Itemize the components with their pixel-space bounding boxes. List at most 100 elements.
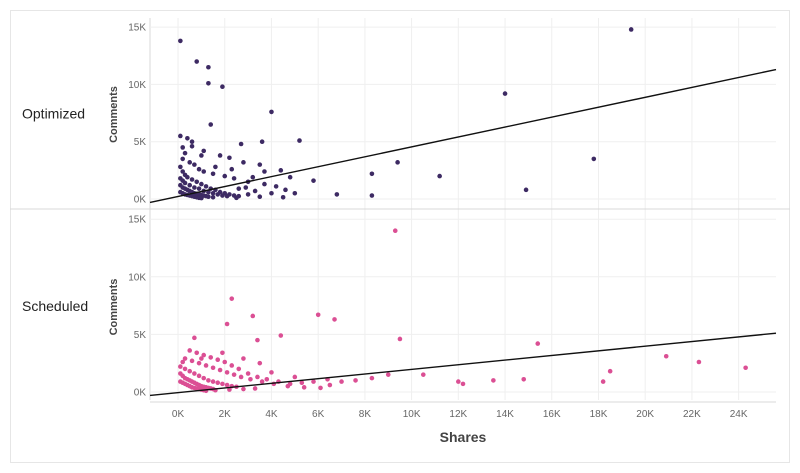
data-point: [196, 373, 202, 379]
data-point: [199, 181, 204, 187]
data-point: [210, 194, 216, 200]
data-point: [189, 358, 195, 364]
data-point: [278, 168, 284, 173]
data-point: [491, 378, 496, 383]
data-point: [607, 368, 613, 374]
data-point: [283, 187, 288, 193]
data-point: [262, 181, 267, 187]
data-point: [234, 195, 239, 201]
data-point: [311, 379, 316, 384]
data-point: [199, 153, 204, 158]
data-point: [262, 169, 267, 174]
y-tick-label: 0K: [134, 387, 147, 398]
data-point: [187, 160, 193, 165]
data-point: [192, 162, 197, 167]
data-point: [269, 109, 274, 115]
data-point: [187, 348, 193, 353]
x-tick-label: 16K: [543, 409, 561, 420]
data-point: [250, 313, 256, 319]
data-point: [178, 164, 183, 170]
trend-line: [149, 332, 777, 397]
data-point: [210, 171, 216, 177]
data-point: [187, 182, 193, 188]
data-point: [369, 193, 375, 198]
data-point: [369, 171, 375, 177]
data-point: [369, 375, 375, 381]
data-point: [280, 194, 286, 200]
data-point: [397, 336, 403, 342]
data-point: [264, 376, 270, 382]
data-point: [245, 371, 251, 376]
y-axis-title: Comments: [108, 279, 120, 336]
data-point: [252, 386, 258, 391]
data-point: [334, 192, 340, 197]
data-point: [210, 190, 216, 196]
y-tick-label: 10K: [128, 80, 146, 91]
data-point: [215, 357, 221, 362]
x-tick-label: 4K: [265, 409, 278, 420]
data-point: [663, 353, 669, 359]
data-point: [385, 372, 391, 377]
data-point: [229, 296, 235, 301]
data-point: [273, 184, 279, 189]
data-point: [220, 84, 225, 90]
x-axis-title: Shares: [440, 429, 487, 445]
x-tick-label: 8K: [359, 409, 372, 420]
data-point: [395, 160, 400, 165]
data-point: [182, 150, 188, 156]
data-point: [194, 179, 200, 185]
data-point: [199, 356, 204, 361]
data-point: [185, 135, 190, 141]
data-point: [194, 350, 200, 356]
x-tick-label: 14K: [496, 409, 514, 420]
data-point: [287, 174, 293, 180]
data-point: [227, 155, 232, 161]
data-point: [210, 379, 216, 384]
data-point: [217, 153, 223, 158]
data-point: [201, 148, 207, 154]
data-point: [696, 359, 702, 365]
y-tick-label: 15K: [128, 215, 146, 226]
trend-line: [149, 68, 777, 204]
data-point: [238, 374, 244, 380]
data-point: [315, 312, 321, 318]
data-point: [535, 341, 541, 346]
data-point: [222, 359, 228, 365]
data-point: [229, 166, 235, 172]
data-point: [392, 228, 398, 234]
y-tick-label: 10K: [128, 272, 146, 283]
data-point: [318, 385, 323, 391]
data-point: [224, 370, 230, 375]
data-point: [220, 193, 225, 198]
data-point: [213, 164, 218, 170]
data-point: [236, 186, 242, 191]
data-point: [591, 156, 597, 162]
data-point: [217, 367, 223, 373]
data-point: [189, 139, 195, 145]
y-axis-title: Comments: [108, 86, 120, 143]
data-point: [182, 180, 188, 186]
y-tick-label: 0K: [134, 194, 147, 205]
data-point: [192, 371, 197, 376]
row-label-scheduled: Scheduled: [22, 298, 88, 314]
data-point: [229, 363, 235, 368]
data-point: [353, 378, 358, 383]
data-point: [236, 366, 242, 372]
data-point: [238, 141, 244, 147]
data-point: [178, 38, 183, 44]
data-point: [460, 381, 466, 387]
data-point: [255, 337, 260, 343]
data-point: [332, 317, 337, 322]
data-point: [502, 91, 508, 96]
data-point: [299, 380, 305, 386]
data-point: [192, 185, 197, 190]
x-tick-label: 24K: [730, 409, 748, 420]
y-tick-label: 15K: [128, 23, 146, 34]
data-point: [206, 64, 211, 70]
data-point: [192, 335, 197, 341]
data-point: [224, 382, 230, 388]
data-point: [339, 379, 344, 384]
data-point: [257, 360, 263, 366]
data-point: [297, 138, 302, 143]
data-point: [203, 184, 209, 189]
